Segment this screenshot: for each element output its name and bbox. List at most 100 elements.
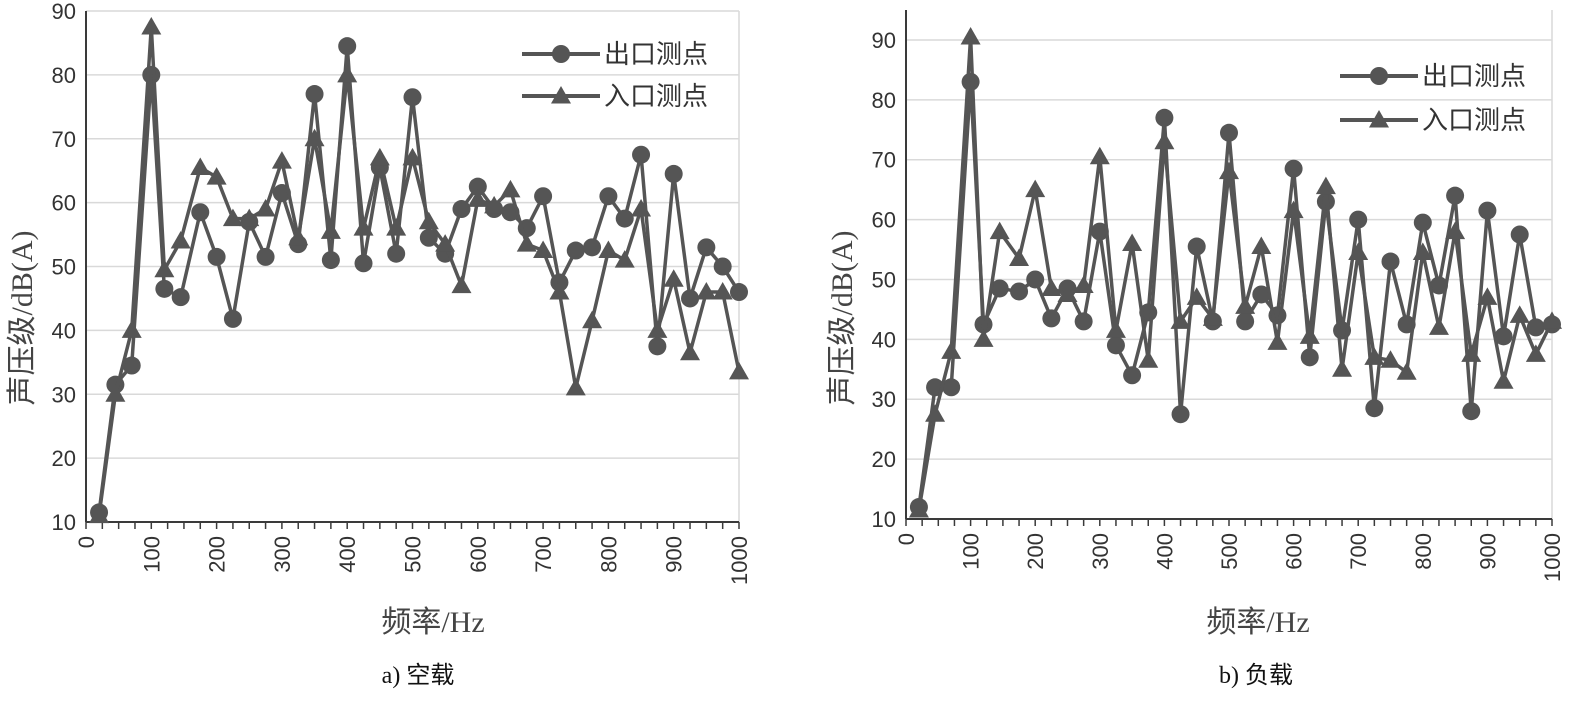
a-y-tick-label: 90 <box>52 0 76 24</box>
a-y-tick-label: 80 <box>52 63 76 88</box>
b-data-point <box>1235 296 1256 314</box>
a-data-point <box>713 257 732 276</box>
b-data-point <box>1026 270 1045 289</box>
b-data-point <box>1073 275 1094 293</box>
a-data-point <box>222 208 243 227</box>
b-data-point <box>1074 312 1093 331</box>
b-x-tick-label: 0 <box>894 533 919 545</box>
a-data-point <box>320 221 341 239</box>
a-data-point <box>697 238 716 257</box>
b-y-tick-label: 40 <box>872 327 896 352</box>
a-data-point <box>451 275 472 294</box>
b-data-point <box>1445 221 1466 240</box>
b-data-point <box>1510 225 1529 244</box>
a-data-point <box>599 187 618 206</box>
a-data-point <box>566 241 585 260</box>
b-data-point <box>1348 242 1369 261</box>
a-gridlines <box>86 10 740 523</box>
b-legend-swatch-marker <box>1370 67 1388 85</box>
b-x-tick-label: 700 <box>1346 533 1371 570</box>
b-data-point <box>1010 282 1029 301</box>
a-data-point <box>105 384 126 402</box>
b-data-point <box>1220 123 1238 142</box>
a-data-point <box>304 128 325 147</box>
a-data-point <box>354 254 373 273</box>
a-data-point <box>664 164 683 183</box>
a-data-point <box>467 189 488 207</box>
b-data-point <box>1025 179 1046 198</box>
b-data-point <box>1542 311 1562 329</box>
b-data-point <box>908 500 929 518</box>
a-data-point <box>190 157 211 175</box>
a-data-point <box>663 269 684 287</box>
a-data-point <box>632 145 651 164</box>
a-data-point <box>369 147 390 166</box>
b-data-point <box>1300 348 1319 367</box>
b-x-tick-label: 800 <box>1411 533 1436 570</box>
a-data-point <box>696 282 717 300</box>
b-data-point <box>1446 186 1465 205</box>
a-data-point <box>647 320 668 338</box>
b-legend-label: 入口测点 <box>1422 106 1526 135</box>
a-data-point <box>255 199 276 217</box>
a-data-point <box>206 167 227 185</box>
a-data-point <box>614 250 635 268</box>
a-data-point <box>681 289 700 308</box>
a-x-tick-label: 0 <box>74 536 99 548</box>
a-data-point <box>387 244 406 263</box>
b-data-point <box>942 378 961 397</box>
b-x-tick-label: 100 <box>959 533 984 570</box>
chart-b-load: 10 20 30 40 50 60 70 80 90 0 100 200 300 400 500 600 700… <box>800 0 1592 701</box>
a-data-point <box>516 234 537 252</box>
a-y-tick-label: 40 <box>52 318 76 343</box>
b-data-point <box>1009 248 1030 267</box>
a-legend-swatch-marker <box>551 86 571 104</box>
b-y-tick-label: 50 <box>872 267 896 292</box>
a-data-point <box>256 247 275 266</box>
b-data-point <box>1429 276 1448 295</box>
b-data-point <box>1332 359 1353 377</box>
b-data-point <box>1252 285 1271 304</box>
b-data-point <box>1042 309 1061 328</box>
a-data-point <box>122 356 141 375</box>
a-data-point <box>288 227 309 246</box>
a-data-point <box>403 88 422 107</box>
b-data-point <box>973 329 994 347</box>
b-y-tick-label: 20 <box>872 447 896 472</box>
a-data-point <box>353 218 374 236</box>
b-data-point <box>925 404 946 422</box>
a-data-point <box>141 16 162 35</box>
b-data-point <box>1477 287 1498 305</box>
b-data-point <box>1413 213 1432 232</box>
b-y-tick-label: 30 <box>872 387 896 412</box>
a-data-point <box>191 203 210 222</box>
b-data-point <box>1509 305 1530 323</box>
b-caption: b) 负载 <box>1219 662 1293 689</box>
b-data-point <box>1283 200 1304 219</box>
a-data-point <box>154 259 175 278</box>
a-data-point <box>321 251 340 270</box>
a-data-point <box>142 65 161 84</box>
b-data-point <box>1364 347 1385 365</box>
b-data-point <box>1171 405 1190 424</box>
b-data-point <box>1461 344 1482 362</box>
b-data-point <box>1267 332 1288 350</box>
a-data-point <box>402 147 423 166</box>
a-data-point <box>534 187 553 206</box>
b-data-point <box>1155 108 1174 127</box>
b-y-tick-label: 80 <box>872 88 896 113</box>
a-data-point <box>484 195 505 214</box>
a-legend-swatch-marker <box>552 45 570 63</box>
b-data-point <box>1154 131 1175 150</box>
a-x-tick-label: 800 <box>596 536 621 573</box>
a-data-point <box>730 283 748 302</box>
a-data-point <box>500 179 521 198</box>
b-series-line <box>917 35 1554 511</box>
b-data-point <box>1041 278 1062 296</box>
a-x-axis-title: 频率/Hz <box>381 606 484 639</box>
b-data-point <box>1428 317 1449 335</box>
b-data-point <box>1365 399 1384 418</box>
b-data-point <box>1089 146 1110 165</box>
